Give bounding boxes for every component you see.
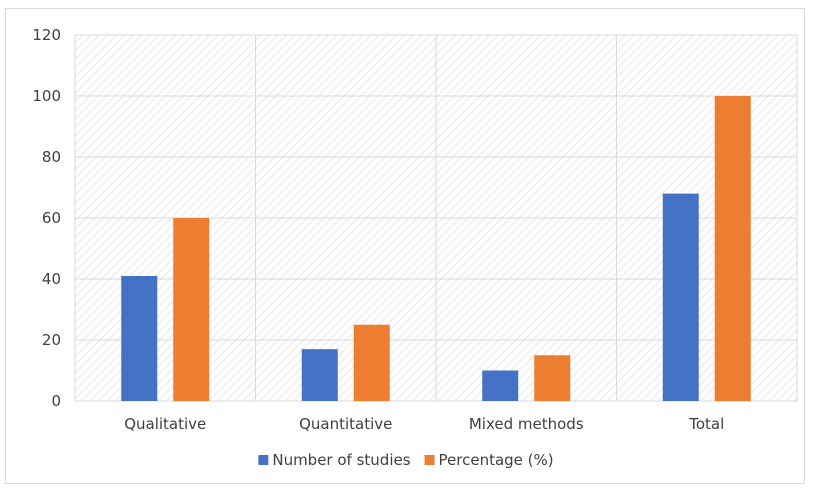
x-tick-label: Qualitative xyxy=(124,415,206,433)
legend: Number of studies Percentage (%) xyxy=(258,451,554,469)
y-tick-label: 100 xyxy=(32,87,61,105)
bar-3-0 xyxy=(662,193,699,401)
bar-2-1 xyxy=(534,355,571,401)
bars xyxy=(121,96,751,401)
legend-label: Number of studies xyxy=(272,451,410,469)
y-tick-label: 20 xyxy=(42,331,61,349)
y-tick-label: 120 xyxy=(32,26,61,44)
y-tick-label: 60 xyxy=(42,209,61,227)
y-axis: 0 20 40 60 80 100 120 xyxy=(32,26,61,410)
x-tick-label: Mixed methods xyxy=(469,415,584,433)
legend-item-0: Number of studies xyxy=(258,451,411,469)
y-tick-label: 40 xyxy=(42,270,61,288)
legend-swatch xyxy=(258,455,269,465)
legend-item-1: Percentage (%) xyxy=(424,451,554,469)
bar-1-1 xyxy=(353,324,390,401)
bar-2-0 xyxy=(482,370,519,401)
bar-1-0 xyxy=(301,349,338,401)
x-axis: Qualitative Quantitative Mixed methods Tota… xyxy=(124,415,724,433)
legend-label: Percentage (%) xyxy=(439,451,554,469)
x-tick-label: Total xyxy=(688,415,724,433)
bar-chart: 0 20 40 60 80 100 120 Qualitative Quantitative M… xyxy=(32,26,798,469)
chart-frame: 0 20 40 60 80 100 120 Qualitative Quantitative M… xyxy=(5,8,805,484)
legend-swatch xyxy=(424,455,435,465)
bar-3-1 xyxy=(714,96,751,401)
y-tick-label: 0 xyxy=(51,392,61,410)
bar-0-0 xyxy=(121,275,158,401)
y-tick-label: 80 xyxy=(42,148,61,166)
bar-0-1 xyxy=(173,218,210,401)
x-tick-label: Quantitative xyxy=(299,415,392,433)
